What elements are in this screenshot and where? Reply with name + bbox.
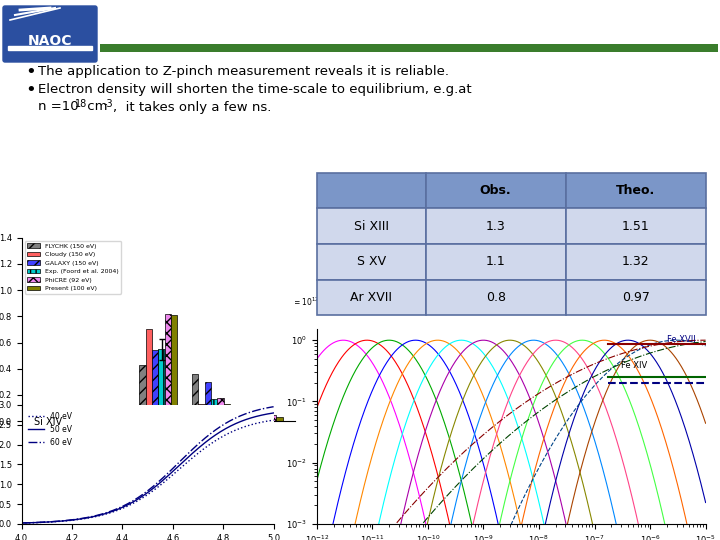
60 eV bbox=[18, 519, 27, 526]
40 eV bbox=[246, 422, 254, 428]
Text: Obs.: Obs. bbox=[480, 184, 511, 197]
FancyBboxPatch shape bbox=[426, 280, 566, 315]
Text: •: • bbox=[25, 63, 36, 81]
FancyBboxPatch shape bbox=[566, 173, 706, 208]
Line: 40 eV: 40 eV bbox=[22, 420, 274, 523]
40 eV bbox=[166, 473, 175, 480]
Text: Si XIV: Si XIV bbox=[35, 417, 63, 427]
Text: 1.1: 1.1 bbox=[486, 255, 505, 268]
50 eV bbox=[17, 520, 26, 526]
Text: S XV: S XV bbox=[356, 255, 386, 268]
Text: 1.3: 1.3 bbox=[486, 220, 505, 233]
60 eV bbox=[246, 409, 254, 415]
40 eV bbox=[17, 520, 26, 526]
50 eV bbox=[167, 469, 176, 476]
FancyBboxPatch shape bbox=[566, 244, 706, 280]
Text: 0.8: 0.8 bbox=[486, 291, 505, 304]
Text: •: • bbox=[25, 81, 36, 99]
Text: Electron density will shorten the time-scale to equilibrium, e.g.at: Electron density will shorten the time-s… bbox=[38, 84, 472, 97]
40 eV bbox=[269, 417, 278, 423]
Bar bbox=[100, 44, 718, 52]
60 eV bbox=[166, 467, 175, 474]
Text: Fe XVII: Fe XVII bbox=[667, 335, 696, 345]
Text: 18: 18 bbox=[75, 99, 87, 109]
Text: -3: -3 bbox=[104, 99, 114, 109]
Text: 1.51: 1.51 bbox=[622, 220, 649, 233]
Bar bbox=[251, 412, 258, 421]
Bar bbox=[158, 349, 165, 421]
Bar bbox=[99, 415, 106, 421]
Bar bbox=[224, 404, 230, 421]
FancyBboxPatch shape bbox=[566, 280, 706, 315]
FancyBboxPatch shape bbox=[426, 173, 566, 208]
Bar bbox=[204, 382, 211, 421]
60 eV bbox=[167, 467, 176, 473]
X-axis label: Charge stage: Charge stage bbox=[126, 446, 191, 455]
40 eV bbox=[171, 469, 180, 475]
Bar bbox=[8, 46, 92, 50]
Legend: 40 eV, 50 eV, 60 eV: 40 eV, 50 eV, 60 eV bbox=[25, 409, 75, 450]
50 eV bbox=[18, 520, 27, 526]
60 eV bbox=[171, 462, 180, 469]
Bar bbox=[258, 411, 264, 421]
Bar bbox=[245, 411, 251, 421]
Bar bbox=[270, 415, 276, 421]
Text: 1.32: 1.32 bbox=[622, 255, 649, 268]
FancyBboxPatch shape bbox=[426, 244, 566, 280]
40 eV bbox=[18, 520, 27, 526]
60 eV bbox=[17, 519, 26, 526]
Bar bbox=[66, 415, 72, 421]
Bar bbox=[118, 415, 125, 421]
40 eV bbox=[167, 472, 176, 479]
Text: Fe XIV: Fe XIV bbox=[621, 361, 647, 370]
Text: Ar XVII: Ar XVII bbox=[350, 291, 392, 304]
Bar bbox=[140, 365, 145, 421]
Legend: FLYCHK (150 eV), Cloudy (150 eV), GALAXY (150 eV), Exp. (Foord et al. 2004), Phi: FLYCHK (150 eV), Cloudy (150 eV), GALAXY… bbox=[24, 241, 121, 294]
Line: 60 eV: 60 eV bbox=[22, 407, 274, 523]
50 eV bbox=[171, 465, 180, 472]
Line: 50 eV: 50 eV bbox=[22, 413, 274, 523]
Text: n =10: n =10 bbox=[38, 100, 78, 113]
FancyBboxPatch shape bbox=[566, 208, 706, 244]
Bar bbox=[217, 397, 224, 421]
FancyBboxPatch shape bbox=[317, 280, 426, 315]
Bar bbox=[86, 413, 93, 421]
Bar bbox=[264, 411, 270, 421]
Bar bbox=[171, 315, 177, 421]
Bar bbox=[93, 409, 99, 421]
Bar bbox=[112, 415, 118, 421]
Bar bbox=[106, 415, 112, 421]
40 eV bbox=[230, 428, 238, 434]
60 eV bbox=[230, 416, 238, 422]
FancyBboxPatch shape bbox=[3, 6, 97, 62]
Bar bbox=[152, 350, 158, 421]
Text: 0.97: 0.97 bbox=[621, 291, 649, 304]
FancyBboxPatch shape bbox=[317, 173, 426, 208]
Text: The application to Z-pinch measurement reveals it is reliable.: The application to Z-pinch measurement r… bbox=[38, 65, 449, 78]
Bar bbox=[276, 417, 283, 421]
50 eV bbox=[230, 421, 238, 428]
Text: Theo.: Theo. bbox=[616, 184, 655, 197]
50 eV bbox=[246, 415, 254, 421]
Text: NAOC: NAOC bbox=[28, 34, 72, 48]
Text: Si XIII: Si XIII bbox=[354, 220, 389, 233]
50 eV bbox=[269, 410, 278, 416]
Bar bbox=[211, 399, 217, 421]
Text: ,  it takes only a few ns.: , it takes only a few ns. bbox=[113, 100, 271, 113]
Bar bbox=[145, 329, 152, 421]
FancyBboxPatch shape bbox=[426, 208, 566, 244]
50 eV bbox=[166, 470, 175, 476]
Text: $n_e = 10^{12}$ or $10^{19}$ cm$^{-3}$  and  $T_e = 50$ eV: $n_e = 10^{12}$ or $10^{19}$ cm$^{-3}$ a… bbox=[284, 295, 436, 309]
60 eV bbox=[269, 403, 278, 410]
FancyBboxPatch shape bbox=[317, 208, 426, 244]
FancyBboxPatch shape bbox=[317, 244, 426, 280]
Bar bbox=[192, 374, 199, 421]
Bar bbox=[165, 314, 171, 421]
Bar bbox=[199, 404, 204, 421]
Text: cm: cm bbox=[83, 100, 107, 113]
